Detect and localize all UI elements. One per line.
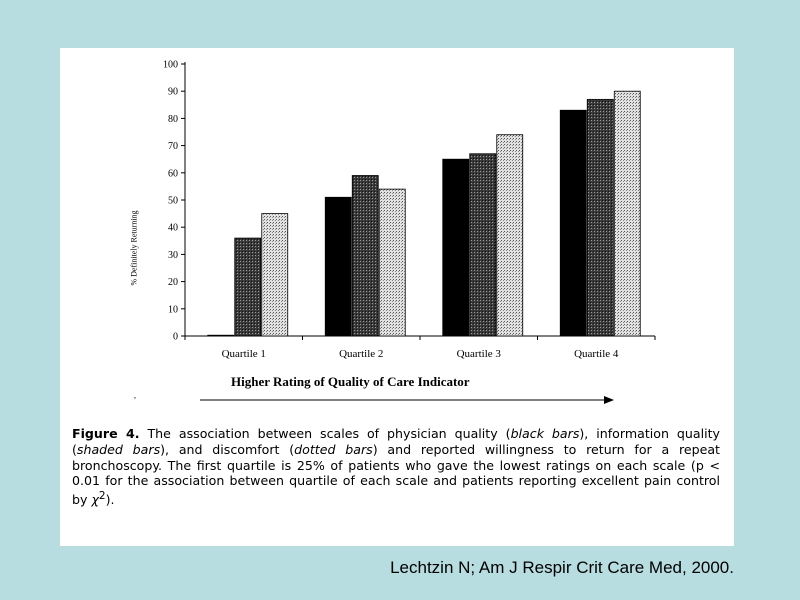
x-tick-labels: Quartile 1 Quartile 2 Quartile 3 Quartile 4 xyxy=(222,348,619,360)
y-tick-label: 70 xyxy=(168,141,178,152)
caption-text-5: ). xyxy=(105,492,115,508)
x-axis-label: Higher Rating of Quality of Care Indicat… xyxy=(231,374,470,389)
bar-black xyxy=(559,109,587,337)
chart-bars xyxy=(207,90,641,337)
bar-black xyxy=(324,196,352,337)
bar-shaded xyxy=(234,237,262,337)
caption-text-4: ) and reported willingness to return for… xyxy=(72,441,720,508)
x-tick-label: Quartile 2 xyxy=(339,348,383,360)
bar-black xyxy=(442,158,470,337)
y-tick-label: 50 xyxy=(168,196,178,207)
y-tick-label: 90 xyxy=(168,87,178,98)
source-citation: Lechtzin N; Am J Respir Crit Care Med, 2… xyxy=(390,558,734,577)
y-tick-label: 100 xyxy=(163,60,178,71)
y-tick-label: 0 xyxy=(173,332,178,343)
bar-dotted xyxy=(613,90,641,337)
figure-caption: Figure 4. The association between scales… xyxy=(72,426,720,508)
bar-shaded xyxy=(351,175,379,337)
caption-dotted-bars: dotted bars xyxy=(294,441,373,457)
y-tick-label: 20 xyxy=(168,277,178,288)
bar-dotted xyxy=(261,213,289,337)
y-tick-label: 80 xyxy=(168,114,178,125)
caption-chi-symbol: χ xyxy=(91,492,99,508)
y-tick-label: 40 xyxy=(168,223,178,234)
x-tick-label: Quartile 3 xyxy=(457,348,502,360)
x-tick-label: Quartile 1 xyxy=(222,348,266,360)
x-tick-label: Quartile 4 xyxy=(574,348,619,360)
caption-text-2: ), information quality ( xyxy=(72,426,720,457)
figure-label: Figure 4. xyxy=(72,426,140,441)
bar-shaded xyxy=(586,98,614,337)
caption-text-1: The association between scales of physic… xyxy=(139,426,511,441)
bar-dotted xyxy=(496,134,524,337)
y-tick-label: 30 xyxy=(168,250,178,261)
y-tick-label: 60 xyxy=(168,168,178,179)
bar-dotted xyxy=(378,188,406,337)
bar-black xyxy=(207,334,235,337)
bar-shaded xyxy=(469,153,497,337)
y-tick-label: 10 xyxy=(168,304,178,315)
figure-panel: 0 10 20 30 40 50 60 70 80 90 100 Quartile 1 Quartil… xyxy=(60,48,734,546)
caption-black-bars: black bars xyxy=(510,426,580,441)
caption-superscript: 2 xyxy=(98,490,106,503)
caption-text-3: ), and discomfort ( xyxy=(160,441,295,457)
stray-mark: , xyxy=(134,391,136,400)
caption-shaded-bars: shaded bars xyxy=(76,441,161,457)
y-axis-label: % Definitely Returning xyxy=(129,210,139,286)
